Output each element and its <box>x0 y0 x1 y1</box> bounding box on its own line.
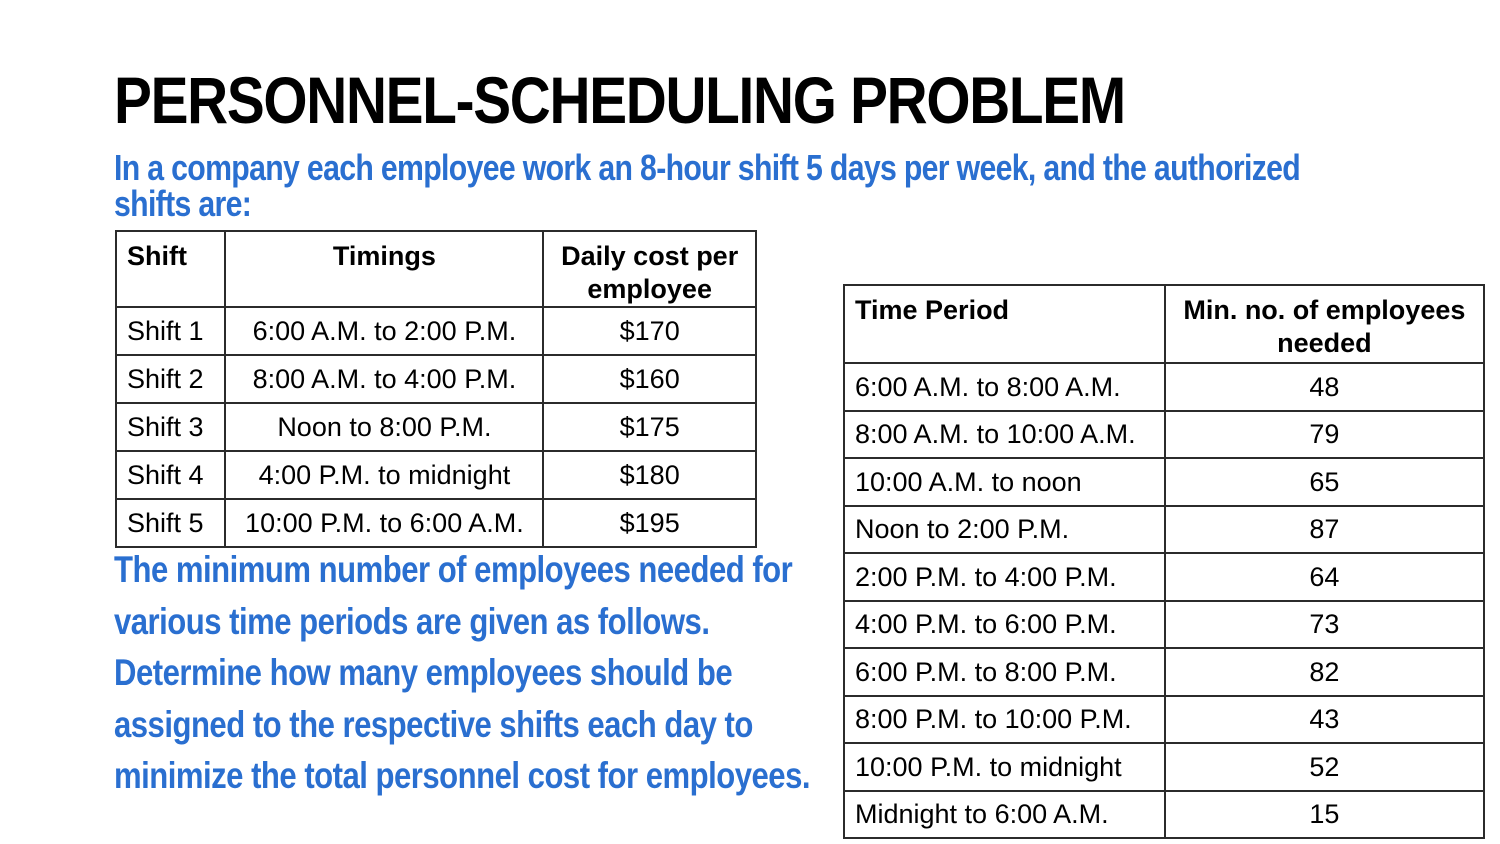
time-period-header: Time Period <box>843 284 1166 364</box>
slide-title: PERSONNEL-SCHEDULING PROBLEM <box>114 63 1126 137</box>
time-period-table: Time Period Min. no. of employees needed… <box>843 284 1486 839</box>
time-period-cell: Noon to 2:00 P.M. <box>843 504 1166 554</box>
intro-text: In a company each employee work an 8-hou… <box>114 147 1301 224</box>
table-row: 4:00 P.M. to 6:00 P.M. 73 <box>843 599 1486 649</box>
table-row: 10:00 A.M. to noon 65 <box>843 457 1486 507</box>
min-employees-cell: 52 <box>1163 742 1486 792</box>
table-row: Shift 1 6:00 A.M. to 2:00 P.M. $170 <box>114 306 757 356</box>
table-row: 6:00 P.M. to 8:00 P.M. 82 <box>843 647 1486 697</box>
time-period-cell: 10:00 P.M. to midnight <box>843 742 1166 792</box>
time-period-cell: 4:00 P.M. to 6:00 P.M. <box>843 599 1166 649</box>
shift-cost-cell: $170 <box>542 306 757 356</box>
shift-cost-cell: $180 <box>542 450 757 500</box>
table-row: 8:00 P.M. to 10:00 P.M. 43 <box>843 694 1486 744</box>
shift-timing-cell: 4:00 P.M. to midnight <box>224 450 545 500</box>
time-period-cell: 8:00 P.M. to 10:00 P.M. <box>843 694 1166 744</box>
min-employees-header: Min. no. of employees needed <box>1163 284 1486 364</box>
min-employees-cell: 79 <box>1163 409 1486 459</box>
time-period-cell: 8:00 A.M. to 10:00 A.M. <box>843 409 1166 459</box>
shift-name-cell: Shift 5 <box>114 498 227 548</box>
min-employees-cell: 87 <box>1163 504 1486 554</box>
time-period-cell: 6:00 A.M. to 8:00 A.M. <box>843 362 1166 412</box>
shift-name-cell: Shift 2 <box>114 354 227 404</box>
shift-timing-cell: 10:00 P.M. to 6:00 A.M. <box>224 498 545 548</box>
shift-cost-cell: $195 <box>542 498 757 548</box>
table-row: 8:00 A.M. to 10:00 A.M. 79 <box>843 409 1486 459</box>
timings-header: Timings <box>224 230 545 308</box>
task-text: The minimum number of employees needed f… <box>114 549 810 796</box>
shift-table-header-row: Shift Timings Daily cost per employee <box>114 230 757 308</box>
table-row: 10:00 P.M. to midnight 52 <box>843 742 1486 792</box>
table-row: 2:00 P.M. to 4:00 P.M. 64 <box>843 552 1486 602</box>
min-employees-cell: 64 <box>1163 552 1486 602</box>
min-employees-cell: 43 <box>1163 694 1486 744</box>
min-employees-cell: 48 <box>1163 362 1486 412</box>
table-row: Shift 3 Noon to 8:00 P.M. $175 <box>114 402 757 452</box>
table-row: Midnight to 6:00 A.M. 15 <box>843 789 1486 839</box>
table-row: 6:00 A.M. to 8:00 A.M. 48 <box>843 362 1486 412</box>
shift-name-cell: Shift 4 <box>114 450 227 500</box>
table-row: Shift 5 10:00 P.M. to 6:00 A.M. $195 <box>114 498 757 548</box>
shift-cost-cell: $160 <box>542 354 757 404</box>
shift-name-cell: Shift 3 <box>114 402 227 452</box>
time-period-cell: 2:00 P.M. to 4:00 P.M. <box>843 552 1166 602</box>
shift-cost-cell: $175 <box>542 402 757 452</box>
min-employees-cell: 73 <box>1163 599 1486 649</box>
shift-name-cell: Shift 1 <box>114 306 227 356</box>
shift-timing-cell: 6:00 A.M. to 2:00 P.M. <box>224 306 545 356</box>
shift-timing-cell: Noon to 8:00 P.M. <box>224 402 545 452</box>
table-row: Shift 4 4:00 P.M. to midnight $180 <box>114 450 757 500</box>
min-employees-cell: 15 <box>1163 789 1486 839</box>
table-row: Noon to 2:00 P.M. 87 <box>843 504 1486 554</box>
time-period-cell: 10:00 A.M. to noon <box>843 457 1166 507</box>
min-employees-cell: 82 <box>1163 647 1486 697</box>
shift-timing-cell: 8:00 A.M. to 4:00 P.M. <box>224 354 545 404</box>
period-table-header-row: Time Period Min. no. of employees needed <box>843 284 1486 364</box>
shift-header: Shift <box>114 230 227 308</box>
table-row: Shift 2 8:00 A.M. to 4:00 P.M. $160 <box>114 354 757 404</box>
min-employees-cell: 65 <box>1163 457 1486 507</box>
daily-cost-header: Daily cost per employee <box>542 230 757 308</box>
shift-table: Shift Timings Daily cost per employee Sh… <box>114 230 757 548</box>
time-period-cell: 6:00 P.M. to 8:00 P.M. <box>843 647 1166 697</box>
time-period-cell: Midnight to 6:00 A.M. <box>843 789 1166 839</box>
